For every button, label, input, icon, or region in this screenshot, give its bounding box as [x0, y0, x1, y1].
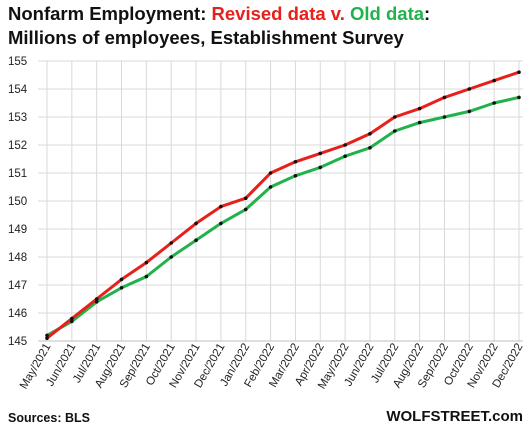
data-point-old — [442, 115, 447, 119]
data-point-revised — [517, 70, 521, 74]
data-point-revised — [144, 260, 149, 265]
title-line-2: Millions of employees, Establishment Sur… — [8, 27, 404, 48]
brand-logo-text: WOLFSTREET.com — [386, 408, 523, 425]
marker-layer — [45, 70, 521, 341]
y-tick-label: 148 — [8, 252, 27, 264]
y-tick-label: 155 — [8, 56, 27, 68]
data-point-revised — [417, 106, 422, 111]
data-point-old — [119, 286, 124, 290]
data-point-old — [293, 174, 298, 178]
grid-layer — [38, 60, 523, 342]
data-point-revised — [467, 87, 472, 91]
data-point-old — [417, 120, 422, 125]
title-separator: v. — [325, 3, 351, 24]
series-line-revised — [46, 70, 520, 340]
data-point-old — [392, 129, 397, 133]
data-point-revised — [45, 336, 49, 341]
data-point-revised — [318, 151, 323, 156]
source-note: Sources: BLS — [8, 411, 90, 425]
title-old-label: Old data — [350, 3, 425, 24]
title-line-1: Nonfarm Employment: Revised data v. Old … — [8, 2, 430, 26]
y-tick-label: 153 — [8, 112, 27, 124]
data-point-old — [219, 221, 223, 226]
data-point-old — [517, 95, 521, 100]
title-suffix: : — [424, 3, 431, 24]
data-point-old — [94, 300, 99, 304]
series-layer — [46, 70, 520, 340]
data-point-old — [194, 238, 198, 242]
y-tick-label: 154 — [8, 84, 28, 96]
data-point-revised — [219, 204, 223, 209]
data-point-revised — [268, 171, 273, 175]
x-axis-ticks: May/2021Jun/2021Jul/2021Aug/2021Sep/2021… — [18, 342, 526, 392]
data-point-revised — [94, 297, 99, 301]
data-point-old — [169, 255, 174, 259]
series-line-old — [46, 95, 520, 337]
data-point-revised — [492, 78, 496, 83]
data-point-old — [467, 109, 472, 114]
data-point-revised — [392, 115, 397, 119]
y-axis-ticks: 145 146 147 148 149 150 151 152 153 154 155 — [8, 56, 28, 348]
y-tick-label: 152 — [8, 140, 27, 152]
data-point-old — [343, 154, 347, 158]
data-point-revised — [169, 241, 174, 245]
y-tick-label: 146 — [8, 308, 27, 320]
data-point-revised — [368, 132, 372, 136]
data-point-old — [144, 274, 149, 279]
y-tick-label: 145 — [8, 336, 27, 348]
data-point-revised — [194, 221, 198, 226]
data-point-old — [268, 185, 273, 189]
data-point-revised — [70, 316, 74, 321]
data-point-old — [492, 101, 496, 105]
data-point-revised — [243, 196, 248, 200]
data-point-old — [70, 319, 74, 324]
chart-title: Nonfarm Employment: Revised data v. Old … — [8, 2, 430, 50]
title-revised-label: Revised data — [211, 3, 326, 24]
data-point-revised — [343, 143, 347, 147]
y-tick-label: 147 — [8, 280, 27, 292]
data-point-old — [318, 165, 323, 170]
data-point-old — [368, 146, 372, 150]
data-point-old — [45, 333, 49, 338]
y-tick-label: 149 — [8, 224, 27, 236]
data-point-revised — [119, 277, 124, 282]
data-point-old — [243, 207, 248, 212]
y-tick-label: 150 — [8, 196, 27, 208]
y-tick-label: 151 — [8, 168, 27, 180]
data-point-revised — [442, 95, 447, 100]
data-point-revised — [293, 160, 298, 164]
title-prefix: Nonfarm Employment: — [8, 3, 212, 24]
